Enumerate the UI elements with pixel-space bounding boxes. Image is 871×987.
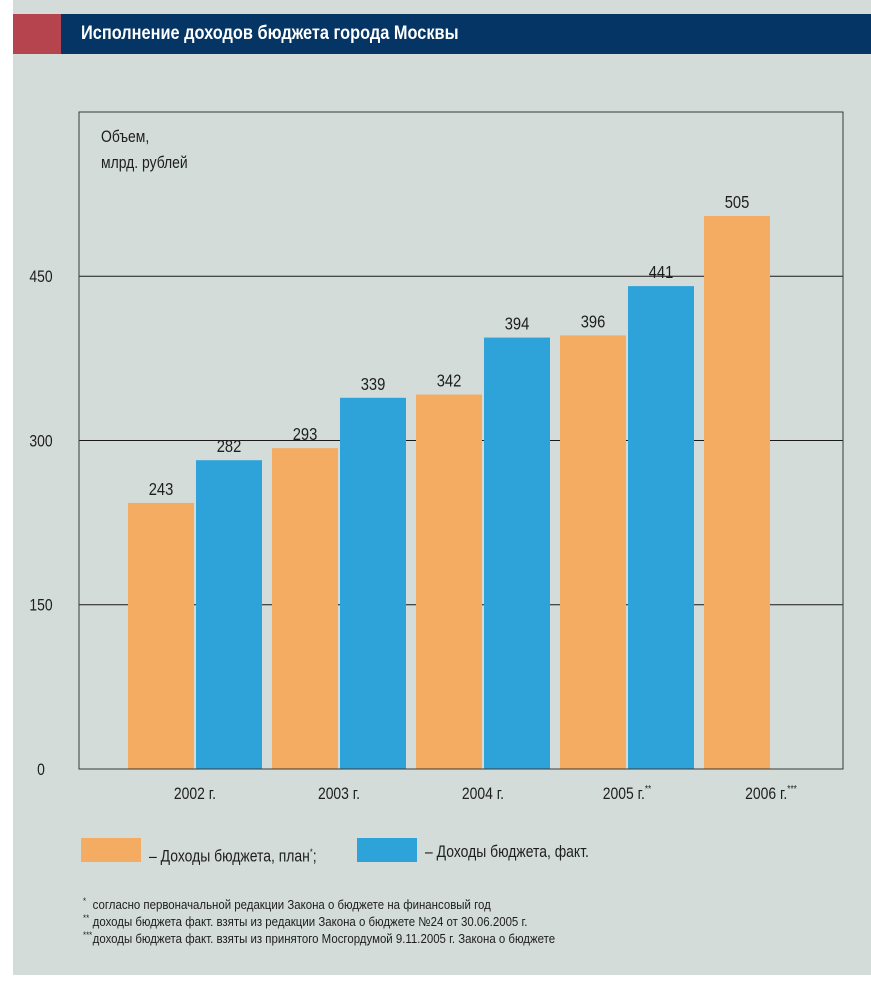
legend-label-fact: – Доходы бюджета, факт. bbox=[425, 842, 589, 861]
bar-plan-3 bbox=[560, 335, 626, 769]
data-label-plan-3: 396 bbox=[581, 312, 606, 332]
chart-title: Исполнение доходов бюджета города Москвы bbox=[81, 23, 459, 44]
bar-fact-2 bbox=[484, 337, 550, 769]
x-tick-label-1: 2003 г. bbox=[318, 785, 360, 804]
y-axis-title-line-1: Объем, bbox=[101, 128, 149, 147]
y-tick-label-0: 0 bbox=[37, 761, 45, 780]
data-label-plan-2: 342 bbox=[437, 371, 462, 391]
footnotes: * согласно первоначальной редакции Закона… bbox=[83, 896, 863, 947]
x-tick-label-0: 2002 г. bbox=[174, 785, 216, 804]
footnote-1: * согласно первоначальной редакции Закона… bbox=[83, 896, 491, 912]
x-tick-label-2: 2004 г. bbox=[462, 785, 504, 804]
header-bar: Исполнение доходов бюджета города Москвы bbox=[13, 14, 871, 54]
header-accent-block bbox=[13, 14, 61, 54]
bar-fact-1 bbox=[340, 397, 406, 769]
data-label-fact-0: 282 bbox=[217, 437, 242, 457]
legend-swatch-fact bbox=[357, 838, 417, 862]
footnote-2: ** доходы бюджета факт. взяты из редакции… bbox=[83, 913, 528, 929]
y-axis-title-line-2: млрд. рублей bbox=[101, 154, 188, 173]
footnote-3: ***доходы бюджета факт. взяты из принято… bbox=[83, 930, 556, 946]
plot-frame bbox=[78, 111, 844, 770]
data-label-plan-0: 243 bbox=[149, 480, 174, 500]
bar-plan-1 bbox=[272, 448, 338, 769]
data-label-plan-1: 293 bbox=[293, 425, 318, 445]
bar-plan-0 bbox=[128, 502, 194, 769]
data-label-fact-1: 339 bbox=[361, 374, 386, 394]
data-label-fact-2: 394 bbox=[505, 314, 530, 334]
data-label-plan-4: 505 bbox=[725, 193, 750, 213]
bar-plan-4 bbox=[704, 216, 770, 769]
x-tick-label-4: 2006 г.*** bbox=[745, 783, 797, 803]
bar-fact-3 bbox=[628, 286, 694, 769]
legend-swatch-plan bbox=[81, 838, 141, 862]
legend: – Доходы бюджета, план*; – Доходы бюджет… bbox=[81, 838, 861, 866]
y-tick-label-3: 450 bbox=[29, 268, 53, 287]
y-tick-label-2: 300 bbox=[29, 432, 53, 451]
bar-fact-0 bbox=[196, 460, 262, 769]
legend-label-plan: – Доходы бюджета, план*; bbox=[149, 846, 317, 866]
data-label-fact-3: 441 bbox=[649, 263, 674, 283]
y-tick-label-1: 150 bbox=[29, 597, 53, 616]
bar-chart: 0 150 300 450 Объем, млрд. рублей 243 282 2002 г… bbox=[29, 111, 844, 804]
x-tick-label-3: 2005 г.** bbox=[603, 783, 652, 803]
bar-plan-2 bbox=[416, 394, 482, 769]
chart-panel: Исполнение доходов бюджета города Москвы… bbox=[13, 0, 871, 975]
